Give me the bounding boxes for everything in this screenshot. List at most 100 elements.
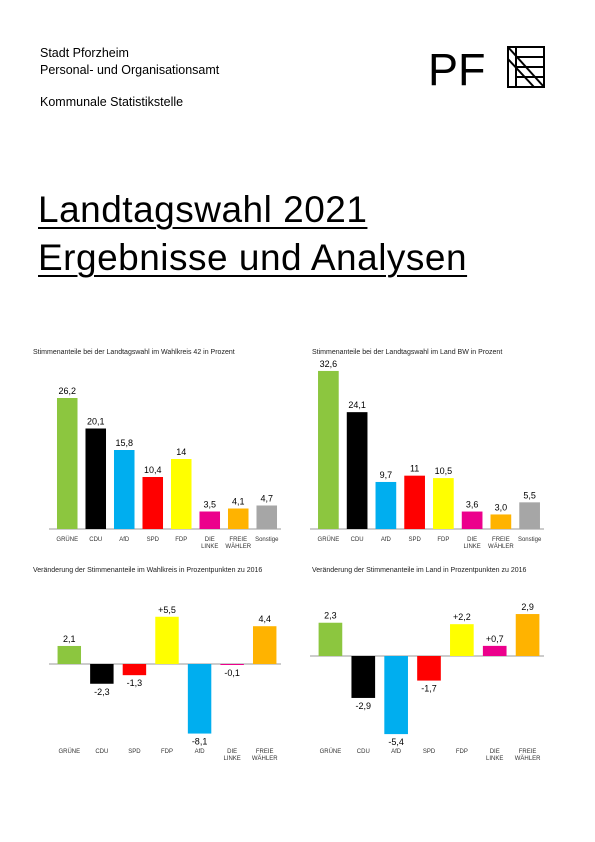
value-label-grüne: 2,3 [324,611,337,621]
chart-wahlkreis-change: Veränderung der Stimmenanteile im Wahlkr… [33,567,288,782]
category-label-cdu: CDU [95,749,108,755]
chart-land-share: Stimmenanteile bei der Landtagswahl im L… [310,349,572,554]
category-label-grüne: GRÜNE [320,748,342,755]
category-label-sonstige: Sonstige [518,537,542,543]
value-label-fdp: 10,5 [435,466,453,476]
value-label-die-linke: 3,6 [466,500,479,510]
bar-spd [404,475,425,529]
value-label-afd: -8,1 [192,737,208,747]
category-label-grüne: GRÜNE [58,748,80,755]
bar-cdu [90,664,114,684]
value-label-die-linke: -0,1 [224,668,240,678]
category-label-die-linke: DIE LINKE [463,537,480,550]
chart-plot: 2,3 GRÜNE -2,9 CDU -5,4 AfD -1,7 SPD +2,2 FDP +0,7… [310,602,544,762]
category-label-freie-wähler: FREIE WÄHLER [252,749,278,762]
bar-afd [384,656,408,735]
category-label-cdu: CDU [89,537,102,543]
bar-grüne [57,645,82,664]
value-label-freie-wähler: 4,4 [258,614,271,624]
bar-die-linke [220,664,244,665]
bar-fdp [450,624,474,656]
value-label-fdp: +2,2 [453,612,471,622]
category-label-afd: AfD [381,537,392,543]
chart-title: Veränderung der Stimmenanteile im Land i… [312,567,527,574]
value-label-cdu: 24,1 [348,400,366,410]
category-label-afd: AfD [195,749,206,755]
value-label-die-linke: 3,5 [203,500,216,510]
value-label-spd: 11 [410,464,419,474]
bar-afd [187,664,212,734]
value-label-cdu: 20,1 [87,417,105,427]
category-label-fdp: FDP [175,537,187,543]
chart-plot: 2,1 GRÜNE -2,3 CDU -1,3 SPD +5,5 FDP -8,1 AfD -0,1… [49,605,281,762]
org-name: Stadt Pforzheim [40,46,129,60]
category-label-cdu: CDU [357,749,370,755]
bar-afd [375,481,397,529]
value-label-fdp: +5,5 [158,605,176,615]
chart-wahlkreis-share: Stimmenanteile bei der Landtagswahl im W… [33,349,288,554]
value-label-cdu: -2,3 [94,687,110,697]
pf-logo: PF [428,44,548,95]
value-label-afd: -5,4 [388,737,404,747]
value-label-spd: -1,3 [127,678,143,688]
bar-afd [113,450,135,529]
bar-die-linke [199,511,221,529]
bar-cdu [346,412,368,529]
category-label-cdu: CDU [351,537,364,543]
value-label-spd: -1,7 [421,684,437,694]
chart-title: Stimmenanteile bei der Landtagswahl im W… [33,349,235,356]
category-label-spd: SPD [423,749,436,755]
value-label-sonstige: 4,7 [260,494,273,504]
statistics-office: Kommunale Statistikstelle [40,95,184,109]
value-label-grüne: 2,1 [63,634,76,644]
bar-die-linke [482,645,507,656]
value-label-die-linke: +0,7 [486,634,504,644]
category-label-die-linke: DIE LINKE [486,749,503,762]
category-label-die-linke: DIE LINKE [201,537,218,550]
chart-land-change: Veränderung der Stimmenanteile im Land i… [310,567,572,782]
bar-grüne [56,398,78,529]
category-label-sonstige: Sonstige [255,537,279,543]
value-label-freie-wähler: 3,0 [495,502,508,512]
category-label-freie-wähler: FREIE WÄHLER [488,537,514,550]
bar-die-linke [461,511,483,529]
category-label-afd: AfD [391,749,402,755]
bar-spd [142,477,164,529]
title-line-2: Ergebnisse und Analysen [38,237,468,278]
value-label-grüne: 32,6 [320,359,338,369]
logo-mark [507,46,545,88]
bar-sonstige [256,505,278,529]
bar-cdu [85,428,107,529]
value-label-cdu: -2,9 [356,701,372,711]
category-label-freie-wähler: FREIE WÄHLER [515,749,541,762]
category-label-fdp: FDP [161,749,173,755]
bar-spd [417,656,441,681]
value-label-freie-wähler: 4,1 [232,497,245,507]
category-label-freie-wähler: FREIE WÄHLER [225,537,251,550]
value-label-spd: 10,4 [144,465,162,475]
value-label-afd: 15,8 [115,438,133,448]
org-department: Personal- und Organisationsamt [40,63,220,77]
bar-freie-wähler [252,626,277,664]
category-label-fdp: FDP [456,749,468,755]
value-label-afd: 9,7 [380,470,393,480]
bar-fdp [170,459,192,529]
value-label-fdp: 14 [176,447,186,457]
title-line-1: Landtagswahl 2021 [38,189,368,230]
bar-grüne [318,370,339,529]
bar-freie-wähler [490,514,512,529]
category-label-afd: AfD [119,537,130,543]
category-label-spd: SPD [128,749,141,755]
category-label-spd: SPD [408,537,421,543]
value-label-freie-wähler: 2,9 [521,602,534,612]
chart-title: Stimmenanteile bei der Landtagswahl im L… [312,349,503,356]
bar-sonstige [519,502,540,529]
category-label-spd: SPD [147,537,160,543]
bar-grüne [318,622,343,656]
category-label-grüne: GRÜNE [318,536,340,543]
value-label-grüne: 26,2 [58,386,76,396]
category-label-die-linke: DIE LINKE [223,749,240,762]
chart-plot: 26,2 GRÜNE 20,1 CDU 15,8 AfD 10,4 SPD 14 FDP 3,5 DI… [49,386,281,550]
logo-text: PF [428,45,486,89]
chart-title: Veränderung der Stimmenanteile im Wahlkr… [33,567,263,574]
